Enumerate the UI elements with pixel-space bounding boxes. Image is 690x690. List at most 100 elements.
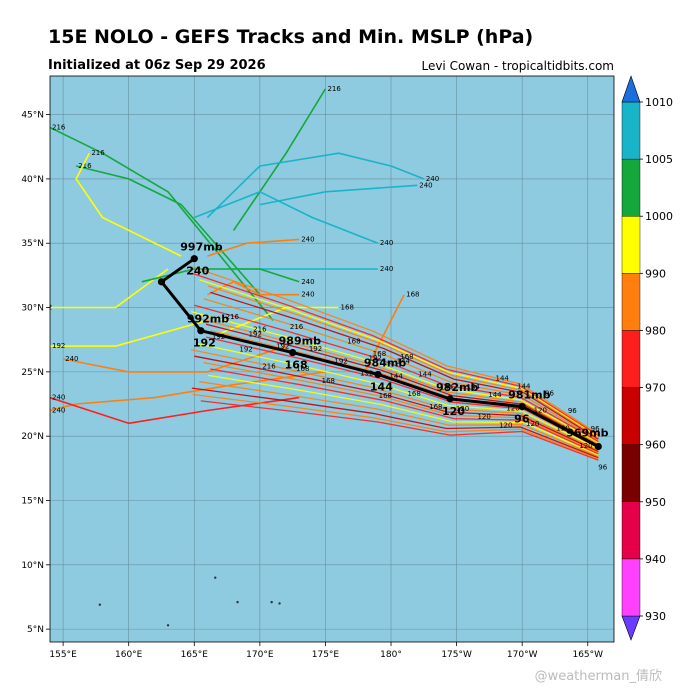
member-hour-label: 192 [309,345,322,353]
colorbar-tick-label: 980 [645,324,666,337]
lat-tick-label: 10°N [21,561,44,571]
member-hour-label: 192 [39,304,52,312]
member-track [192,393,599,460]
member-hour-label: 216 [253,326,267,334]
member-track [194,355,599,452]
member-hour-label: 96 [598,464,607,472]
mean-hour-label: 144 [370,380,393,393]
member-track [50,396,300,425]
colorbar-tick-label: 1010 [645,96,673,109]
mean-track-point [289,348,297,357]
member-hour-label: 216 [262,363,276,371]
member-hour-label: 240 [301,291,314,299]
member-hour-label: 168 [407,390,420,398]
member-hour-label: 168 [347,337,360,345]
lat-tick-label: 40°N [21,175,44,185]
member-track [205,323,599,446]
land-masses [98,576,281,627]
member-track [206,152,425,219]
member-track [364,294,405,373]
member-track [50,126,274,321]
mean-hour-label: 192 [193,337,216,350]
member-hour-label: 168 [400,353,413,361]
lat-tick-label: 45°N [21,111,44,121]
mean-pressure-label: 981mb [508,389,550,402]
colorbar-segment [621,501,641,560]
member-hour-label: 96 [591,425,600,433]
member-hour-label: 240 [301,235,314,243]
mean-track-point [446,395,454,403]
lon-tick-label: 165°W [572,650,603,660]
ensemble-member-tracks: 2162162162402402402402161921922402402402… [39,85,608,472]
lon-tick-label: 160°E [115,650,143,660]
mean-hour-label: 120 [442,405,465,418]
member-hour-label: 192 [369,354,382,362]
lon-tick-label: 175°E [312,650,340,660]
mean-hour-label: 240 [186,265,209,278]
member-track [207,238,300,257]
lon-tick-label: 175°W [441,650,472,660]
member-hour-label: 240 [52,406,65,414]
lon-tick-label: 170°E [246,650,274,660]
member-hour-label: 192 [212,333,225,341]
ocean-background [50,76,614,642]
lat-tick-label: 30°N [21,304,44,314]
member-track [207,281,300,296]
colorbar-segment [621,158,641,217]
member-hour-label: 168 [322,377,335,385]
member-hour-label: 144 [467,383,481,391]
mean-pressure-label: 982mb [436,381,478,394]
member-track [194,191,379,244]
member-track [208,374,599,456]
colorbar-tick-label: 1005 [645,153,673,166]
member-hour-label: 120 [477,413,490,421]
member-track [76,165,261,296]
member-hour-label: 120 [499,421,512,429]
member-hour-label: 96 [568,407,577,415]
member-hour-label: 144 [397,357,411,365]
mean-track-point [190,255,198,263]
member-track [210,368,599,455]
member-hour-label: 216 [91,149,105,157]
colorbar-tick-label: 930 [645,610,666,623]
lat-tick-label: 25°N [21,368,44,378]
member-hour-label: 192 [334,357,347,365]
member-track [232,88,327,231]
member-hour-label: 240 [65,355,78,363]
mean-pressure-label: 984mb [364,356,406,369]
member-hour-label: 192 [360,370,373,378]
member-hour-label: 168 [429,403,442,411]
island [270,600,273,604]
member-hour-label: 120 [456,405,469,413]
member-track [199,381,599,458]
member-track [192,266,599,435]
lat-tick-label: 5°N [27,625,44,635]
member-track [196,317,599,445]
watermark: @weatherman_倩欣 [534,669,662,684]
member-hour-label: 192 [52,342,65,350]
member-track [50,371,326,412]
colorbar-segment [621,444,641,502]
colorbar-segment [621,558,641,617]
member-hour-label: 120 [526,420,539,428]
lat-tick-label: 35°N [21,239,44,249]
island [98,603,102,606]
member-hour-label: 216 [226,313,240,321]
init-time-label: Initialized at 06z Sep 29 2026 [48,58,266,73]
colorbar-tick-label: 1000 [645,210,673,223]
mean-track-point [518,402,526,411]
member-hour-label: 216 [327,85,341,93]
member-track [203,298,599,441]
mean-track-line [160,257,599,448]
member-track [50,319,208,347]
member-track [190,349,599,451]
mean-pressure-label: 989mb [279,335,321,348]
member-track [191,387,599,459]
member-hour-label: 144 [418,371,432,379]
member-track [191,272,599,436]
credit-label: Levi Cowan - tropicaltidbits.com [421,59,614,73]
member-hour-label: 120 [579,442,592,450]
member-hour-label: 216 [78,162,92,170]
member-hour-label: 216 [290,323,304,331]
